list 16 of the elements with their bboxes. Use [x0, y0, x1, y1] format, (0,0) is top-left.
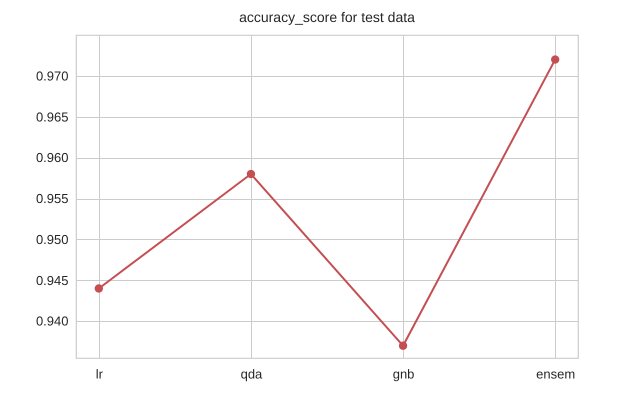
x-tick-label: lr: [96, 366, 104, 382]
point: [551, 55, 560, 64]
y-tick-label: 0.940: [36, 314, 68, 329]
y-tick-label: 0.965: [36, 109, 68, 124]
point: [94, 284, 103, 293]
chart-title: accuracy_score for test data: [239, 9, 416, 25]
point: [246, 170, 256, 178]
point: [398, 342, 408, 350]
x-tick-label: qda: [240, 366, 264, 382]
x-tick-label: gnb: [392, 366, 414, 382]
y-tick-label: 0.970: [36, 68, 68, 84]
x-tick-label: ensem: [536, 366, 576, 382]
y-tick-label: 0.945: [36, 272, 68, 288]
y-tick-label: 0.960: [36, 150, 68, 166]
y-tick-label: 0.950: [36, 232, 68, 247]
y-tick-label: 0.955: [36, 191, 68, 206]
